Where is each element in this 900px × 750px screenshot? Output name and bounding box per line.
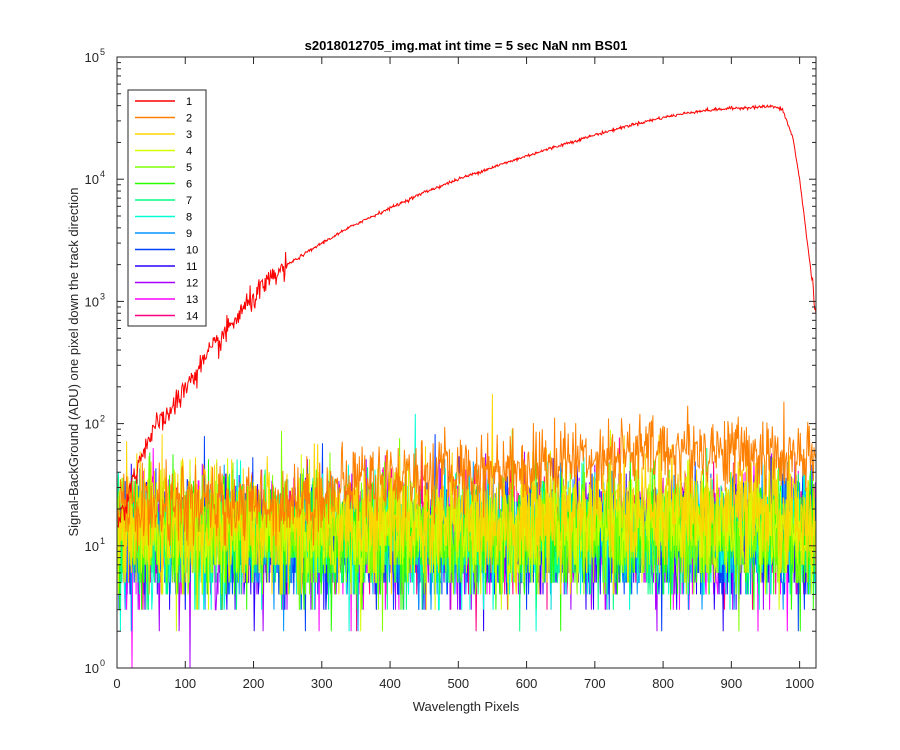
x-tick-label: 0 bbox=[113, 676, 120, 691]
y-axis-label: Signal-BackGround (ADU) one pixel down t… bbox=[66, 187, 81, 536]
x-tick-label: 300 bbox=[311, 676, 333, 691]
x-tick-label: 600 bbox=[516, 676, 538, 691]
legend-label-9: 9 bbox=[186, 228, 192, 240]
series-line-2 bbox=[117, 401, 817, 552]
legend-label-5: 5 bbox=[186, 162, 192, 174]
legend-label-10: 10 bbox=[186, 245, 198, 257]
y-tick-exponent: 2 bbox=[100, 414, 105, 424]
y-tick-label: 10 bbox=[85, 417, 99, 432]
legend-label-13: 13 bbox=[186, 294, 198, 306]
legend-label-7: 7 bbox=[186, 195, 192, 207]
legend-label-2: 2 bbox=[186, 113, 192, 125]
y-tick-exponent: 5 bbox=[100, 47, 105, 57]
legend-label-12: 12 bbox=[186, 278, 198, 290]
legend-label-11: 11 bbox=[186, 261, 197, 273]
plot-box bbox=[116, 56, 817, 669]
legend-label-8: 8 bbox=[186, 212, 192, 224]
x-tick-label: 500 bbox=[447, 676, 469, 691]
legend-label-3: 3 bbox=[186, 129, 192, 141]
y-tick-exponent: 3 bbox=[100, 291, 105, 301]
x-axis-label: Wavelength Pixels bbox=[413, 699, 520, 714]
y-tick-label: 10 bbox=[85, 539, 99, 554]
legend-label-4: 4 bbox=[186, 146, 192, 158]
y-tick-label: 10 bbox=[85, 661, 99, 676]
x-tick-label: 800 bbox=[652, 676, 674, 691]
x-tick-label: 900 bbox=[721, 676, 743, 691]
x-tick-label: 1000 bbox=[785, 676, 814, 691]
y-tick-label: 10 bbox=[85, 172, 99, 187]
chart-title: s2018012705_img.mat int time = 5 sec NaN… bbox=[305, 38, 628, 53]
legend-box bbox=[127, 89, 207, 327]
x-tick-label: 200 bbox=[243, 676, 265, 691]
y-tick-label: 10 bbox=[85, 294, 99, 309]
y-tick-exponent: 4 bbox=[100, 169, 105, 179]
legend-label-1: 1 bbox=[186, 96, 192, 108]
series-line-4 bbox=[117, 429, 817, 632]
x-tick-label: 700 bbox=[584, 676, 606, 691]
y-tick-exponent: 1 bbox=[100, 536, 105, 546]
series-layer bbox=[117, 104, 817, 669]
x-tick-label: 100 bbox=[174, 676, 196, 691]
y-tick-label: 10 bbox=[85, 50, 99, 65]
legend-label-14: 14 bbox=[186, 311, 198, 323]
x-tick-label: 400 bbox=[379, 676, 401, 691]
series-line-1 bbox=[117, 104, 817, 528]
y-tick-exponent: 0 bbox=[100, 658, 105, 668]
legend-label-6: 6 bbox=[186, 179, 192, 191]
x-axis: 0 100 200 300 400 500 600 700 800 900 1000 bbox=[113, 57, 814, 691]
